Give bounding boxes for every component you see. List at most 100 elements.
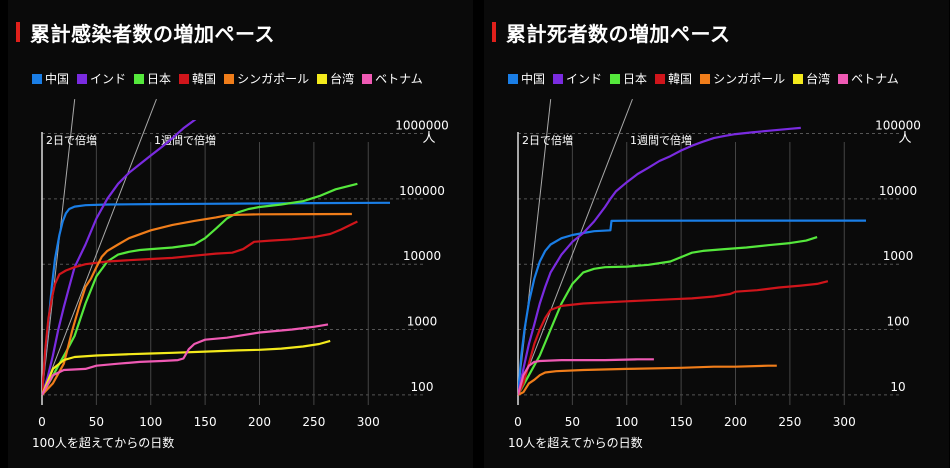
reference-line-label: 1週間で倍増 [154, 133, 216, 147]
x-tick-label: 0 [514, 415, 522, 429]
legend-item: インド [77, 66, 126, 92]
legend-swatch [700, 74, 711, 84]
series-line-日本 [42, 182, 358, 396]
title-accent-bar [492, 22, 496, 42]
legend-swatch [508, 74, 518, 84]
series-line-韓国 [42, 220, 358, 395]
x-tick-label: 50 [565, 415, 580, 429]
legend-swatch [224, 74, 235, 84]
x-axis-label: 10人を超えてからの日数 [508, 436, 643, 450]
y-tick-label: 1000 [883, 249, 914, 263]
legend-label: ベトナム [375, 72, 423, 86]
series-line-ベトナム [42, 323, 329, 396]
legend-item: 日本 [134, 66, 171, 92]
legend-item: 台湾 [317, 66, 354, 92]
x-axis-label: 100人を超えてからの日数 [32, 436, 175, 450]
x-tick-label: 300 [833, 415, 856, 429]
y-tick-label: 10000 [403, 249, 441, 263]
deaths-panel: 累計死者数の増加ペース 中国 インド 日本 韓国 シンガポール 台湾 ベトナム 10 100 1… [484, 0, 949, 468]
x-tick-label: 0 [38, 415, 46, 429]
infections-panel: 累計感染者数の増加ペース 中国 インド 日本 韓国 シンガポール 台湾 ベトナム 100 10… [8, 0, 473, 468]
x-tick-label: 250 [778, 415, 801, 429]
y-tick-label: 1000000 [395, 119, 448, 133]
legend-swatch [553, 74, 564, 84]
x-tick-label: 300 [357, 415, 380, 429]
legend-item: 台湾 [793, 66, 830, 92]
legend-label: 日本 [623, 72, 648, 86]
reference-line-label: 2日で倍増 [522, 133, 573, 147]
legend: 中国 インド 日本 韓国 シンガポール 台湾 ベトナム [508, 66, 938, 92]
legend-label: 台湾 [330, 72, 355, 86]
legend-swatch [793, 74, 804, 84]
legend-item: シンガポール [224, 66, 309, 92]
series-line-シンガポール [518, 364, 777, 396]
legend-swatch [838, 74, 849, 84]
legend-swatch [317, 74, 328, 84]
series-line-シンガポール [42, 212, 352, 396]
series-line-インド [518, 126, 801, 396]
y-tick-label: 10000 [879, 184, 917, 198]
legend-label: 日本 [147, 72, 172, 86]
legend-label: インド [90, 72, 127, 86]
legend-swatch [77, 74, 88, 84]
legend: 中国 インド 日本 韓国 シンガポール 台湾 ベトナム [32, 66, 462, 92]
chart-title: 累計死者数の増加ペース [506, 22, 731, 46]
y-tick-label: 100000 [399, 184, 445, 198]
series-line-中国 [518, 219, 866, 395]
legend-item: ベトナム [362, 66, 423, 92]
legend-label: 韓国 [668, 72, 693, 86]
reference-line-label: 2日で倍増 [46, 133, 97, 147]
x-tick-label: 150 [670, 415, 693, 429]
series-line-日本 [518, 236, 818, 396]
unit-label: 人 [422, 131, 435, 146]
legend-label: ベトナム [851, 72, 899, 86]
legend-item: インド [553, 66, 602, 92]
legend-label: 中国 [521, 72, 546, 86]
x-tick-label: 200 [248, 415, 271, 429]
legend-item: 韓国 [179, 66, 216, 92]
legend-item: 中国 [508, 66, 545, 92]
legend-item: 韓国 [655, 66, 692, 92]
series-line-インド [42, 120, 197, 396]
series-line-韓国 [518, 280, 829, 396]
legend-swatch [134, 74, 145, 84]
x-tick-label: 50 [89, 415, 104, 429]
legend-swatch [362, 74, 373, 84]
legend-label: 韓国 [192, 72, 217, 86]
legend-swatch [655, 74, 666, 84]
doubling-reference-line [41, 98, 157, 396]
series-line-ベトナム [518, 358, 654, 396]
legend-label: 中国 [45, 72, 70, 86]
y-tick-label: 100000 [875, 119, 921, 133]
x-tick-label: 100 [139, 415, 162, 429]
legend-item: 日本 [610, 66, 647, 92]
x-tick-label: 150 [194, 415, 217, 429]
x-tick-label: 200 [724, 415, 747, 429]
legend-swatch [32, 74, 42, 84]
legend-label: シンガポール [713, 72, 786, 86]
x-tick-label: 100 [615, 415, 638, 429]
legend-label: シンガポール [237, 72, 310, 86]
y-tick-label: 100 [887, 315, 910, 329]
legend-label: 台湾 [806, 72, 831, 86]
legend-item: ベトナム [838, 66, 899, 92]
doubling-reference-line [517, 98, 633, 396]
unit-label: 人 [898, 131, 911, 146]
y-tick-label: 100 [411, 380, 434, 394]
legend-item: 中国 [32, 66, 69, 92]
x-tick-label: 250 [302, 415, 325, 429]
legend-item: シンガポール [700, 66, 785, 92]
doubling-reference-line [41, 99, 76, 395]
legend-label: インド [566, 72, 603, 86]
series-line-台湾 [42, 339, 331, 396]
y-tick-label: 1000 [407, 315, 438, 329]
deaths-chart: 10 100 1000 10000 100000 0 50 100 150 200 250 300 人 2… [514, 98, 921, 429]
y-tick-label: 10 [890, 380, 905, 394]
legend-swatch [610, 74, 621, 84]
chart-title: 累計感染者数の増加ペース [30, 22, 275, 46]
title-accent-bar [16, 22, 20, 42]
infections-chart: 100 1000 10000 100000 1000000 0 50 100 150 200 250… [38, 98, 449, 429]
legend-swatch [179, 74, 190, 84]
reference-line-label: 1週間で倍増 [630, 133, 692, 147]
